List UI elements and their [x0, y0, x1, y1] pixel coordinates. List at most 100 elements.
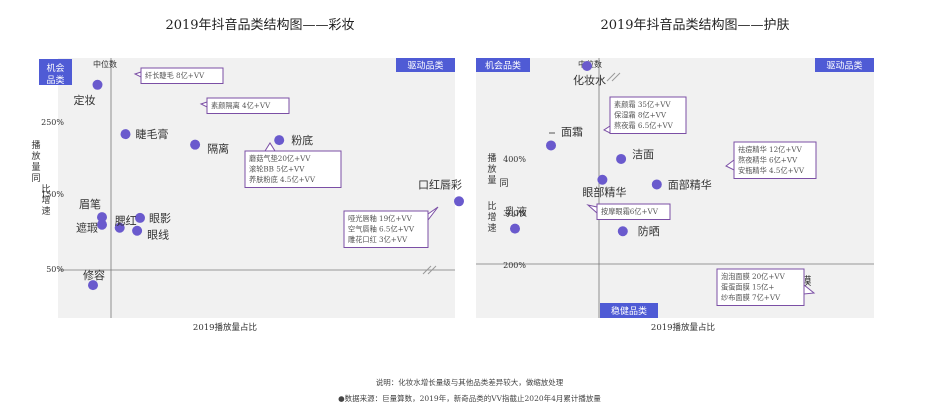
callout-text: 蘑菇气垫20亿+VV: [249, 154, 311, 163]
point-label: 洁面: [632, 148, 654, 161]
quadrant-label-opportunity-line: 机会: [46, 62, 64, 74]
callout-lipstick-pointer: [427, 206, 439, 222]
callout-text: 保湿霜 8亿+VV: [614, 111, 667, 120]
point-label: 防晒: [638, 224, 660, 238]
axis-label-char: 速: [41, 206, 50, 217]
callout-text: 空气唇釉 6.5亿+VV: [348, 225, 415, 234]
y-axis-label: 比增速: [41, 183, 50, 217]
data-point: [88, 280, 98, 291]
axis-break-mark: [611, 72, 621, 82]
callout-text: 泡泡面膜 20亿+VV: [721, 272, 786, 281]
axis-label-char: 速: [487, 223, 496, 234]
callout-text: 祛痘精华 12亿+VV: [738, 145, 803, 154]
callout-text: 养肤粉底 4.5亿+VV: [249, 175, 316, 184]
quadrant-label-stable: 稳健品类: [611, 305, 647, 317]
callout-text: 滚轮BB 5亿+VV: [249, 165, 305, 174]
callout-text: 雕花口红 3亿+VV: [348, 235, 408, 244]
data-point: [135, 212, 145, 223]
data-point: [120, 129, 131, 140]
point-label: 睫毛膏: [136, 127, 169, 141]
callout-text: 安瓶精华 4.5亿+VV: [738, 166, 805, 175]
y-axis-label: 同: [499, 178, 508, 189]
callout-text: 按摩眼霜6亿+VV: [601, 207, 659, 216]
x-axis-label: 2019播放量占比: [651, 322, 715, 333]
callout-text: 纤长睫毛 8亿+VV: [145, 71, 205, 80]
point-label: 眉笔: [79, 197, 101, 211]
callout-foundation-pointer: [264, 142, 276, 152]
point-label: 化妆水: [573, 73, 606, 87]
callout-mask-pointer: [803, 283, 816, 295]
data-point: [274, 135, 285, 146]
callout-foundation-frame: [244, 150, 342, 188]
data-point: [616, 153, 627, 164]
data-point: [454, 196, 464, 207]
point-label: 眼部精华: [582, 185, 626, 199]
chart-title-skincare: 2019年抖音品类结构图——护肤: [600, 18, 790, 33]
median-label: 中位数: [93, 59, 117, 69]
callout-mask: 泡泡面膜 20亿+VV 蛋蛋面膜 15亿+纱布面膜 7亿+VV: [716, 268, 816, 306]
data-point: [651, 179, 662, 190]
callout-serum-frame: [733, 141, 817, 179]
callout-text: 素颜隔离 4亿+VV: [211, 101, 271, 110]
point-label: 定妆: [74, 93, 96, 107]
point-label: 面部精华: [668, 177, 712, 191]
callout-lash: 纤长睫毛 8亿+VV: [133, 67, 224, 84]
quadrant-label-driver: 驱动品类: [407, 60, 443, 72]
axis-label-char: 量: [487, 175, 496, 186]
point-label: 隔离: [207, 142, 229, 156]
data-point: [114, 222, 125, 233]
axis-label-char: 增: [487, 211, 496, 223]
quadrant-label-opportunity-line: 品类: [46, 74, 64, 86]
callout-primer-pointer: [199, 101, 208, 108]
quadrant-label-stable-box: [600, 303, 658, 318]
data-point: [597, 174, 608, 185]
axis-break-mark: [427, 265, 437, 275]
callout-lipstick-frame: [343, 210, 429, 248]
quadrant-label-driver-box: [815, 58, 874, 72]
quadrant-label-opportunity: 机会品类: [485, 60, 521, 72]
y-tick-label: 400%: [503, 155, 526, 164]
data-point: [97, 212, 107, 223]
point-label: 乳液: [505, 205, 527, 219]
y-axis-label: 播放量: [487, 152, 496, 186]
x-axis-label: 2019播放量占比: [193, 322, 257, 333]
point-label: 修容: [83, 268, 105, 282]
quadrant-label-opportunity-box: [39, 59, 72, 85]
point-label: 粉底: [291, 133, 313, 147]
axis-label-char: 放: [31, 150, 40, 162]
data-point: [132, 225, 143, 236]
callout-primer: 素颜隔离 4亿+VV: [199, 97, 290, 114]
chart-note: 说明：化妆水增长量级与其他品类差异较大，做缩放处理: [375, 378, 564, 387]
callout-lash-pointer: [133, 71, 142, 78]
callout-eyecream: 按摩眼霜6亿+VV: [586, 203, 671, 220]
y-tick-label: 300%: [503, 209, 526, 218]
data-point: [546, 140, 556, 151]
y-tick-label: 50%: [46, 265, 64, 274]
axis-label-char: 放: [487, 163, 496, 175]
axis-label-char: 增: [41, 194, 50, 206]
callout-cream-pointer: [603, 125, 611, 134]
y-tick-label: 250%: [41, 118, 64, 127]
point-label: 口红唇彩: [418, 178, 462, 191]
y-tick-label: 150%: [41, 190, 64, 199]
quadrant-label-driver: 驱动品类: [826, 60, 862, 72]
axis-label-char: 比: [487, 200, 496, 212]
point-label: 眼线: [147, 228, 169, 242]
axis-label-char: 比: [41, 183, 50, 195]
callout-serum-pointer: [725, 159, 735, 171]
callout-text: 熬夜霜 6.5亿+VV: [614, 121, 674, 130]
axis-label-char: 播: [487, 152, 496, 164]
data-point: [92, 79, 103, 90]
quadrant-label-driver-box: [396, 58, 455, 72]
data-point: [190, 139, 201, 150]
data-source-note: ●数据来源：巨量算数，2019年，新奇品类的VV指截止2020年4月累计播放量: [338, 394, 601, 403]
callout-text: 纱布面膜 7亿+VV: [721, 293, 781, 302]
chart-title-makeup: 2019年抖音品类结构图——彩妆: [165, 18, 355, 33]
data-point: [97, 219, 107, 230]
data-point: [617, 226, 628, 237]
